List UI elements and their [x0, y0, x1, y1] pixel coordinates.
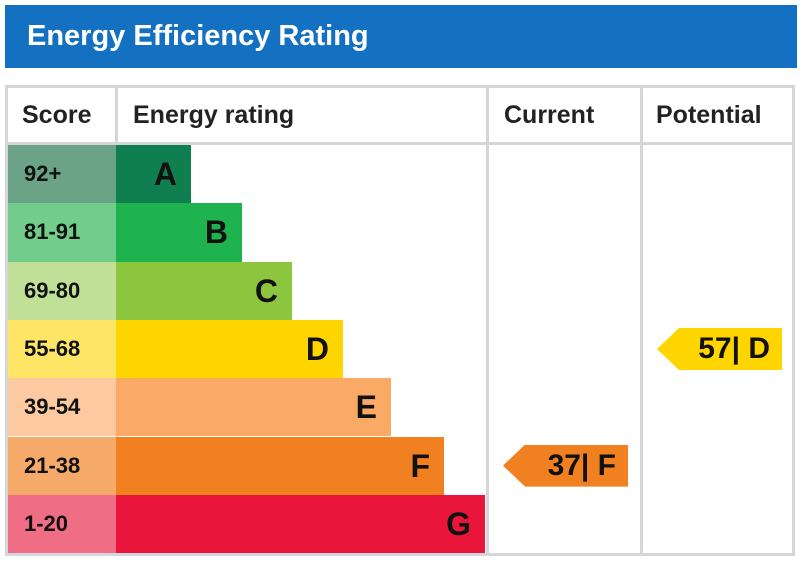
rating-bar-a: A [116, 145, 191, 204]
score-range-b: 81-91 [8, 203, 116, 262]
score-range-d: 55-68 [8, 319, 116, 379]
potential-rating-arrow: 57| D [657, 328, 782, 371]
divider [486, 88, 489, 553]
rating-bar-c: C [116, 261, 292, 320]
rating-table [5, 85, 795, 556]
score-range-a: 92+ [8, 145, 116, 204]
score-range-g: 1-20 [8, 494, 116, 554]
divider [8, 142, 792, 145]
chart-title: Energy Efficiency Rating [5, 5, 797, 68]
score-range-f: 21-38 [8, 436, 116, 495]
rating-bar-f: F [116, 436, 444, 495]
header-potential: Potential [656, 101, 762, 129]
current-rating-arrow: 37| F [503, 444, 628, 487]
divider [640, 88, 643, 553]
rating-bar-d: D [116, 319, 343, 379]
score-range-e: 39-54 [8, 378, 116, 437]
header-current: Current [504, 101, 595, 129]
rating-bar-e: E [116, 378, 391, 437]
score-range-c: 69-80 [8, 261, 116, 320]
header-energy-rating: Energy rating [133, 101, 295, 129]
header-score: Score [22, 101, 92, 129]
rating-bar-b: B [116, 203, 242, 262]
rating-bar-g: G [116, 494, 485, 554]
